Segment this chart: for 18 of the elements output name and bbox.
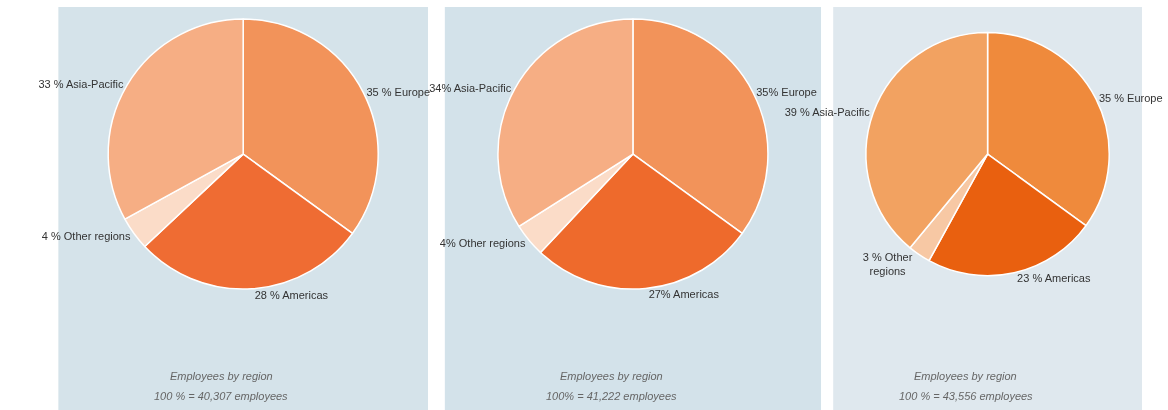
slice-label: 35 % Europe [366, 85, 431, 98]
text: 100 % = 43,556 employees [899, 390, 1034, 402]
text: 100% = 41,222 employees [546, 390, 678, 402]
text: Employees by region [170, 370, 273, 382]
slice-label: 34% Asia-Pacific [429, 81, 512, 94]
slice-label: 33 % Asia-Pacific [38, 77, 124, 90]
slice-label: 4% Other regions [439, 236, 526, 249]
slice-label: 28 % Americas [254, 288, 329, 301]
slice-label: 3 % Other regions [862, 250, 913, 277]
text: Employees by region [914, 370, 1017, 382]
slice-label: 39 % Asia-Pacific [784, 106, 871, 119]
slice-label: 4 % Other regions [41, 229, 131, 242]
slice-label: 23 % Americas [1017, 272, 1091, 285]
text: Employees by region [560, 370, 663, 382]
slice-label: 27% Americas [648, 288, 720, 301]
slice-label: 35% Europe [756, 85, 817, 98]
slice-label: 35 % Europe [1098, 91, 1163, 104]
text: 100 % = 40,307 employees [154, 390, 289, 402]
